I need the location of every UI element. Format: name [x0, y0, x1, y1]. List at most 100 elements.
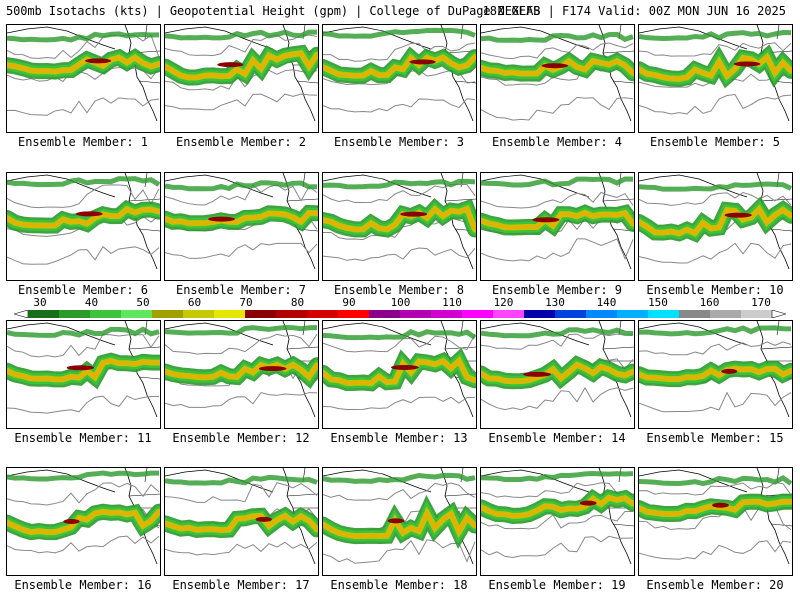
- alaska-coast: [7, 469, 116, 493]
- ensemble-map-panel: [164, 172, 319, 281]
- jet-max-core: [409, 59, 436, 65]
- alaska-coast: [639, 322, 748, 346]
- ensemble-map-panel: [638, 467, 793, 576]
- ensemble-member-label: Ensemble Member: 19: [488, 578, 626, 592]
- height-contour: [639, 242, 792, 264]
- isotach-band: [639, 206, 792, 236]
- isotach-band: [7, 31, 160, 43]
- height-contour: [165, 333, 318, 355]
- isotach-band: [639, 475, 792, 487]
- isotach-band: [165, 362, 318, 380]
- alaska-coast: [323, 469, 432, 493]
- alaska-coast: [7, 322, 116, 346]
- scale-tick-label: 110: [442, 296, 462, 309]
- colorbar-swatch: [121, 310, 153, 318]
- height-contour: [639, 93, 792, 115]
- scale-tick-label: 130: [545, 296, 565, 309]
- jet-max-core: [208, 216, 235, 222]
- ensemble-map-panel: [6, 467, 161, 576]
- border-line: [138, 376, 160, 380]
- height-contour: [639, 341, 792, 356]
- height-contour: [7, 245, 160, 265]
- isotach-band: [165, 51, 318, 80]
- height-contour: [639, 540, 792, 560]
- ensemble-map-panel: [322, 467, 477, 576]
- border-line: [128, 346, 160, 350]
- isotach-band: [323, 27, 476, 39]
- jet-max-core: [541, 63, 569, 69]
- height-contour: [481, 42, 634, 60]
- isotach-band: [639, 53, 792, 81]
- colorbar-swatch: [90, 310, 122, 318]
- colorbar-swatch: [369, 310, 401, 318]
- ensemble-member-label: Ensemble Member: 20: [646, 578, 784, 592]
- chart-title: 500mb Isotachs (kts) | Geopotential Heig…: [6, 4, 541, 18]
- ensemble-map-panel: [6, 320, 161, 429]
- isotach-band: [165, 513, 318, 533]
- isotach-band: [639, 366, 792, 382]
- isotach-band: [323, 508, 476, 539]
- isotach-band: [481, 362, 634, 384]
- height-contour: [481, 482, 634, 499]
- border-line: [602, 50, 634, 54]
- scale-tick-label: 170: [751, 296, 771, 309]
- colorbar-swatch: [462, 310, 494, 318]
- border-line: [286, 198, 318, 202]
- isotach-band: [7, 470, 160, 482]
- ensemble-member-label: Ensemble Member: 13: [330, 431, 468, 445]
- isotach-band: [639, 181, 792, 192]
- border-line: [760, 346, 792, 350]
- jet-max-core: [721, 368, 738, 374]
- jet-max-core: [66, 365, 95, 371]
- jet-max-core: [579, 500, 597, 506]
- colorbar-swatch: [245, 310, 277, 318]
- colorbar-swatch: [152, 310, 184, 318]
- height-contour: [323, 42, 476, 62]
- colorbar-swatch: [710, 310, 742, 318]
- coastline: [282, 25, 316, 122]
- ensemble-map-panel: [638, 320, 793, 429]
- jet-max-core: [532, 217, 560, 223]
- scale-tick-label: 50: [136, 296, 150, 309]
- jet-max-core: [523, 371, 552, 377]
- height-contour: [165, 392, 318, 408]
- border-line: [296, 80, 318, 84]
- ensemble-member-label: Ensemble Member: 3: [333, 135, 465, 149]
- isotach-band: [165, 210, 318, 226]
- alaska-coast: [639, 469, 748, 493]
- height-contour: [323, 247, 476, 262]
- jet-max-core: [217, 62, 244, 68]
- height-contour: [7, 395, 160, 414]
- colorbar-swatch: [617, 310, 649, 318]
- alaska-coast: [7, 174, 116, 198]
- jet-max-core: [733, 61, 761, 67]
- ensemble-member-label: Ensemble Member: 8: [333, 283, 465, 297]
- ensemble-member-label: Ensemble Member: 14: [488, 431, 626, 445]
- border-line: [612, 523, 634, 527]
- isotach-band: [323, 357, 476, 386]
- colorbar-swatch: [307, 310, 339, 318]
- colorbar-swatch: [493, 310, 525, 318]
- colorbar-swatch: [59, 310, 91, 318]
- colorbar-swatch: [741, 310, 773, 318]
- ensemble-member-label: Ensemble Member: 17: [172, 578, 310, 592]
- ensemble-map-panel: [322, 320, 477, 429]
- height-contour: [481, 386, 634, 411]
- height-contour: [7, 67, 160, 83]
- isotach-band: [7, 206, 160, 228]
- ensemble-member-label: Ensemble Member: 1: [17, 135, 149, 149]
- ensemble-member-label: Ensemble Member: 15: [646, 431, 784, 445]
- border-line: [770, 523, 792, 527]
- height-contour: [481, 510, 634, 530]
- scale-tick-label: 100: [390, 296, 411, 309]
- isotach-band: [639, 30, 792, 41]
- jet-max-core: [712, 502, 729, 508]
- colorbar-max-arrow: [771, 310, 786, 318]
- ensemble-map-panel: [6, 24, 161, 133]
- ensemble-member-label: Ensemble Member: 16: [14, 578, 152, 592]
- colorbar-swatch: [431, 310, 463, 318]
- height-contour: [7, 535, 160, 554]
- colorbar-swatch: [524, 310, 556, 318]
- height-contour: [639, 391, 792, 413]
- isotach-band: [165, 474, 318, 486]
